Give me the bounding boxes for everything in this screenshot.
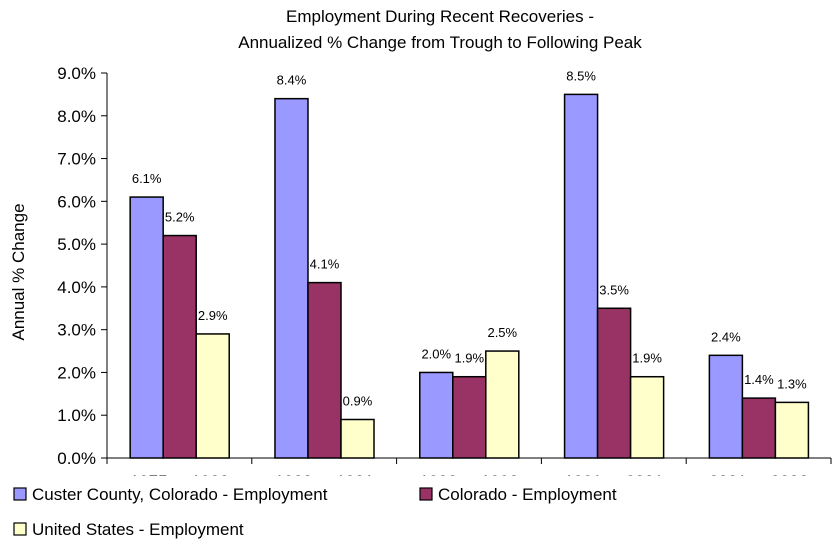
legend-background bbox=[0, 476, 808, 544]
bar bbox=[596, 307, 632, 459]
bar bbox=[774, 401, 810, 459]
y-axis-label: Annual % Change bbox=[9, 203, 28, 340]
bar bbox=[452, 375, 487, 459]
bar bbox=[563, 93, 599, 459]
bar bbox=[741, 397, 777, 459]
chart-title-line-1: Employment During Recent Recoveries - bbox=[286, 7, 594, 26]
y-tick-label: 4.0% bbox=[57, 278, 96, 297]
bars bbox=[129, 93, 810, 459]
y-tick-label: 7.0% bbox=[57, 150, 96, 169]
y-axis-ticks: 0.0% 1.0% 2.0% 3.0% 4.0% 5.0% 6.0% 7.0% 8.0% 9.0% bbox=[57, 64, 107, 468]
y-tick-label: 8.0% bbox=[57, 107, 96, 126]
bar bbox=[162, 234, 197, 459]
bar bbox=[129, 196, 164, 459]
data-labels: 6.1% 8.4% 2.0% 8.5% 2.4% 5.2% 4.1% 1.9% 3.5% 1.4%… bbox=[132, 68, 807, 408]
data-label: 2.5% bbox=[487, 325, 517, 340]
legend-swatch bbox=[13, 522, 27, 536]
legend-label: Colorado - Employment bbox=[438, 485, 617, 504]
legend-swatch bbox=[13, 487, 27, 501]
legend-label: United States - Employment bbox=[32, 520, 244, 539]
data-label: 2.0% bbox=[421, 346, 451, 361]
data-label: 8.4% bbox=[277, 73, 307, 88]
data-label: 4.1% bbox=[310, 257, 340, 272]
y-tick-label: 3.0% bbox=[57, 321, 96, 340]
data-label: 6.1% bbox=[132, 171, 162, 186]
data-label: 8.5% bbox=[566, 68, 596, 83]
data-label: 1.4% bbox=[744, 372, 774, 387]
data-label: 1.3% bbox=[777, 376, 807, 391]
data-label: 1.9% bbox=[454, 351, 484, 366]
bar bbox=[419, 371, 454, 459]
bar bbox=[195, 333, 230, 459]
y-tick-label: 0.0% bbox=[57, 449, 96, 468]
chart-title-line-2: Annualized % Change from Trough to Follo… bbox=[238, 33, 642, 52]
bar bbox=[340, 418, 375, 459]
y-tick-label: 1.0% bbox=[57, 406, 96, 425]
legend: Custer County, Colorado - Employment Colo… bbox=[0, 476, 808, 544]
bar bbox=[274, 97, 309, 459]
bar bbox=[629, 375, 665, 459]
data-label: 0.9% bbox=[343, 394, 373, 409]
bar bbox=[708, 354, 744, 459]
data-label: 3.5% bbox=[599, 282, 629, 297]
data-label: 2.9% bbox=[198, 308, 228, 323]
data-label: 2.4% bbox=[711, 329, 741, 344]
y-tick-label: 5.0% bbox=[57, 235, 96, 254]
bar bbox=[485, 350, 520, 459]
data-label: 5.2% bbox=[165, 210, 195, 225]
y-tick-label: 2.0% bbox=[57, 363, 96, 382]
y-tick-label: 6.0% bbox=[57, 192, 96, 211]
bar bbox=[307, 281, 342, 459]
data-label: 1.9% bbox=[632, 351, 662, 366]
legend-label: Custer County, Colorado - Employment bbox=[32, 485, 328, 504]
axes bbox=[106, 73, 831, 459]
y-tick-label: 9.0% bbox=[57, 64, 96, 83]
legend-swatch bbox=[419, 487, 433, 501]
